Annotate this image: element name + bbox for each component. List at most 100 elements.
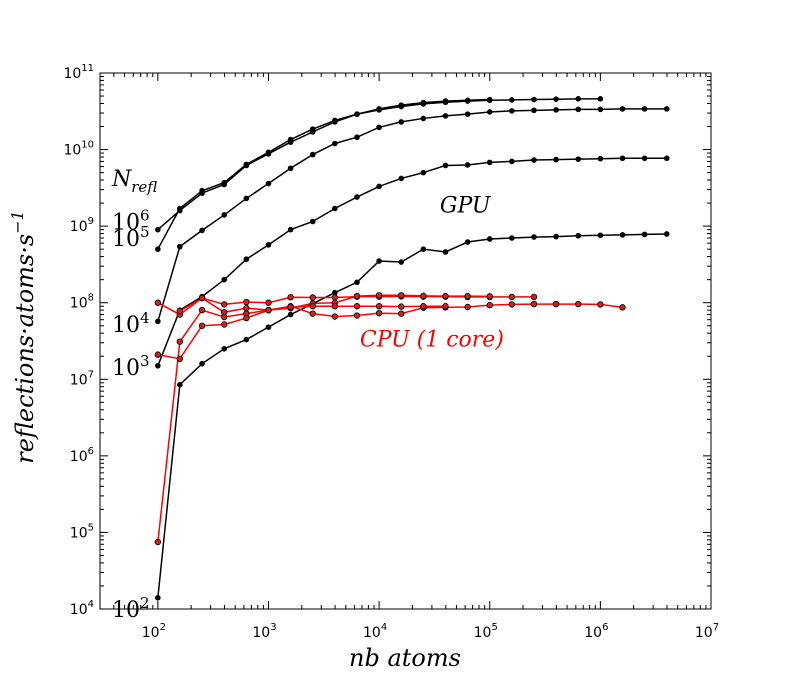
data-point <box>530 293 538 301</box>
series-line <box>157 98 601 250</box>
data-point <box>464 111 471 117</box>
x-tick-label: 102 <box>142 622 166 641</box>
data-point <box>354 111 360 117</box>
data-point <box>176 338 184 345</box>
data-point <box>331 303 339 310</box>
x-tick-base: 10 <box>695 625 713 641</box>
data-point <box>641 155 648 162</box>
x-tick-base: 10 <box>142 625 160 641</box>
data-point <box>420 246 427 252</box>
y-tick-base: 10 <box>70 602 88 618</box>
data-point <box>309 303 316 310</box>
data-point <box>597 232 604 239</box>
data-point <box>597 155 604 162</box>
data-point <box>265 180 272 187</box>
series-label-exponent: 4 <box>140 309 150 327</box>
x-tick-exponent: 2 <box>160 622 166 633</box>
y-axis-label-text: reflections·atoms·s <box>11 234 39 464</box>
data-point <box>509 158 515 165</box>
series-cpu-8 <box>154 303 449 363</box>
series-line <box>157 98 490 231</box>
data-point <box>332 289 338 296</box>
data-point <box>176 355 184 363</box>
data-point <box>154 538 162 546</box>
data-point <box>177 381 183 388</box>
data-point <box>442 249 449 255</box>
data-point <box>663 231 670 237</box>
data-point <box>530 300 538 308</box>
data-point <box>420 169 427 176</box>
data-point <box>398 175 405 182</box>
data-point <box>486 159 493 166</box>
data-point <box>265 299 272 306</box>
y-axis-label: reflections·atoms·s−1 <box>8 210 39 464</box>
data-point <box>641 231 648 238</box>
series-label-nrefl: 106 <box>112 206 150 235</box>
data-point <box>464 303 471 311</box>
data-point <box>332 117 338 124</box>
data-point <box>553 156 559 163</box>
x-tick-label: 106 <box>584 622 608 641</box>
series-label-exponent: 6 <box>140 206 150 224</box>
data-point <box>199 360 205 367</box>
data-point <box>354 279 360 286</box>
data-point <box>420 292 427 300</box>
series-label-nrefl: 102 <box>112 594 150 623</box>
data-point <box>531 96 537 103</box>
legend-title-sub: refl <box>131 178 157 196</box>
data-point <box>398 259 405 265</box>
data-point <box>420 115 427 122</box>
data-point <box>508 293 516 301</box>
x-tick-base: 10 <box>363 625 381 641</box>
y-axis-label-exponent: −1 <box>8 210 27 234</box>
series-line <box>157 157 667 367</box>
legend-title-nrefl: Nrefl <box>111 167 157 196</box>
y-tick-label: 1010 <box>63 140 94 159</box>
x-tick-exponent: 7 <box>713 622 719 633</box>
series-line <box>157 295 534 316</box>
data-point <box>597 96 604 102</box>
data-point <box>442 162 449 169</box>
series-gpu-4 <box>155 231 670 601</box>
data-point <box>287 311 294 318</box>
series-label-nrefl: 103 <box>112 352 150 381</box>
y-tick-base: 10 <box>70 219 88 235</box>
data-point <box>353 292 361 300</box>
data-point <box>619 106 626 112</box>
x-tick-base: 10 <box>584 625 602 641</box>
data-point <box>243 195 250 202</box>
data-point <box>531 234 537 240</box>
data-point <box>553 96 559 102</box>
data-point <box>155 595 161 601</box>
data-point <box>265 306 272 314</box>
data-point <box>309 294 316 301</box>
data-point <box>221 276 228 283</box>
data-point <box>553 233 559 240</box>
y-tick-base: 10 <box>70 296 88 312</box>
data-point <box>553 107 559 113</box>
data-point <box>398 103 405 110</box>
data-point <box>177 205 183 212</box>
data-point <box>376 107 382 113</box>
series-label-nrefl: 105 <box>112 223 150 252</box>
data-point <box>508 301 516 308</box>
series-gpu-2 <box>155 106 670 325</box>
data-point <box>486 293 493 300</box>
data-point <box>154 299 162 306</box>
data-point <box>375 303 383 310</box>
data-point <box>375 309 383 317</box>
data-point <box>309 310 316 317</box>
data-point <box>619 232 626 238</box>
data-point <box>619 304 626 311</box>
y-tick-exponent: 7 <box>88 369 94 380</box>
data-point <box>486 236 493 242</box>
data-point <box>597 301 604 308</box>
data-point <box>331 313 339 320</box>
y-tick-exponent: 5 <box>88 522 94 533</box>
data-point <box>442 99 449 106</box>
series-label-base: 10 <box>112 356 140 381</box>
series-gpu-1 <box>155 96 604 252</box>
data-point <box>221 179 228 186</box>
